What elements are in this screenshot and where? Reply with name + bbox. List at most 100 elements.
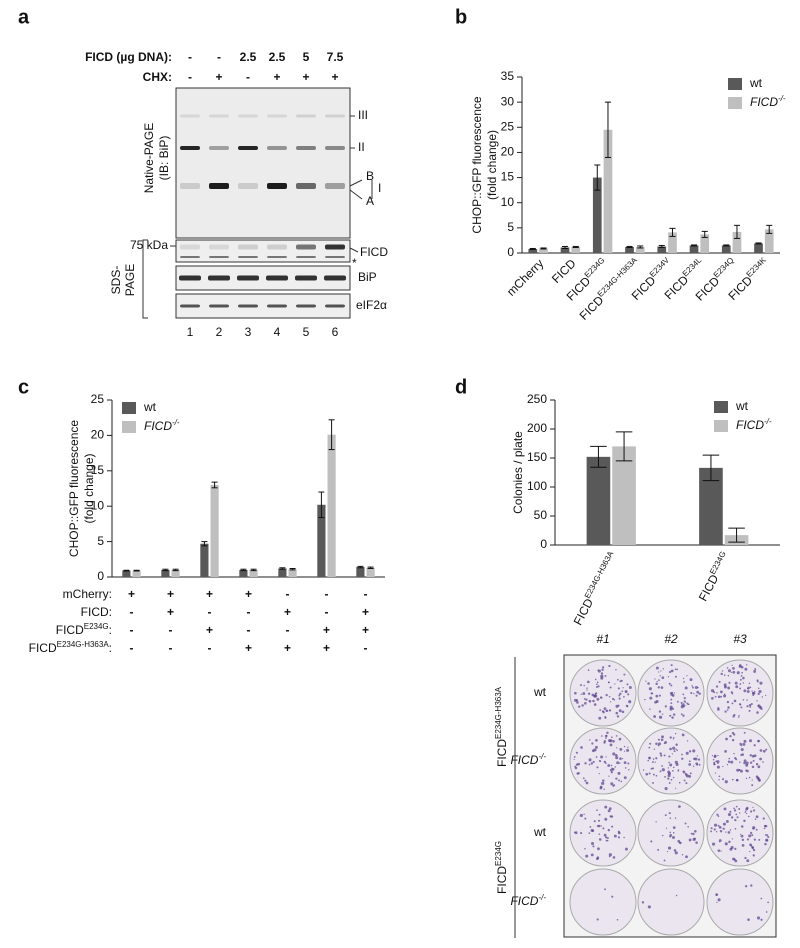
colony [672,831,675,834]
band-label: B [366,169,374,183]
colony [615,735,618,737]
colony [616,715,620,718]
colony [607,764,611,767]
condition-label-base: FICD: [81,605,112,619]
condition-sign: - [247,605,251,619]
colony [724,842,728,846]
colony [644,698,646,701]
colony [608,709,612,712]
blot-band [180,304,200,308]
colony [602,827,605,830]
colony [619,762,621,764]
colony [605,693,608,697]
colony [722,827,725,830]
colony [659,752,662,755]
colony [597,824,601,828]
colony [659,675,661,677]
colony [749,686,752,689]
error-bar [701,230,708,238]
colony [732,857,736,861]
blot-band [238,244,258,250]
colony [736,778,739,782]
colony [746,699,748,701]
colony [742,682,744,684]
blot-band [267,146,287,150]
colony [680,713,683,716]
error-bar [123,569,130,572]
colony [739,683,742,685]
lane-condition: 7.5 [327,50,344,64]
bar [278,568,287,577]
colony [618,737,622,741]
colony [717,755,719,757]
bar [366,567,375,577]
colony [607,681,610,684]
bar [288,569,297,577]
colony [730,846,734,850]
lane-condition: - [246,70,250,84]
colony [673,692,676,694]
colony [603,739,606,743]
blot-band [209,114,229,118]
condition-sign: - [286,623,290,637]
plate-column-label: #2 [664,632,678,646]
colony [730,671,732,674]
legend-label: FICD-/- [750,94,786,110]
colony [669,835,671,838]
lane-condition: + [302,70,309,84]
colony [651,761,654,764]
colony [751,784,754,787]
colony [684,686,688,690]
blot-band [180,146,200,150]
colony [668,755,671,758]
colony [729,829,732,831]
error-bar [540,247,547,250]
colony [655,757,658,760]
blot-band [209,256,229,258]
colony [675,748,677,750]
blot-band [267,304,287,308]
colony [672,738,675,740]
colony [757,692,760,696]
colony [685,751,689,755]
colony [596,681,599,684]
colony [668,782,671,784]
colony [617,771,621,775]
colony [574,765,577,768]
colony [720,850,722,852]
colony [675,894,678,897]
colony [611,895,614,898]
colony [690,691,693,695]
colony [718,775,721,778]
error-bar [357,565,364,569]
blot-band [209,244,229,250]
colony [726,709,729,711]
colony [732,667,735,670]
bar [239,569,248,577]
colony [743,731,746,734]
colony [767,901,770,904]
colony [740,706,743,709]
colony [598,773,600,775]
colony [615,777,618,780]
colony [584,817,587,820]
colony [670,702,673,705]
colony [671,753,673,755]
colony [722,822,726,826]
legend-label: wt [143,400,157,414]
colony [731,693,734,695]
colony [740,825,744,828]
bar [764,229,774,253]
legend-label-sup: -/- [778,94,786,103]
y-tick-label: 25 [91,392,105,406]
colony [669,714,672,717]
colony [597,685,600,688]
colony [618,694,621,697]
colony [612,739,615,743]
colony [740,834,744,838]
colony [762,761,764,763]
colony [716,901,718,903]
colony [723,674,726,677]
colony [576,772,579,775]
colony [605,737,607,739]
